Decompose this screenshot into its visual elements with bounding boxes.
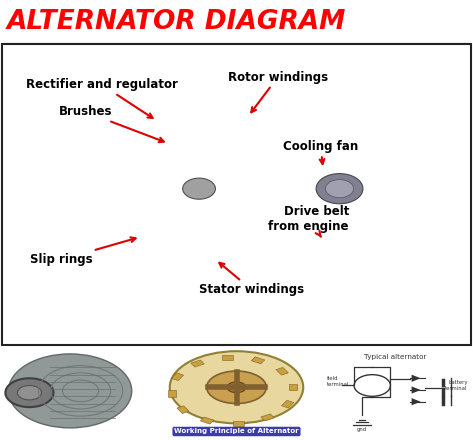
Ellipse shape (133, 135, 264, 243)
Ellipse shape (30, 56, 368, 321)
Text: Rectifier and regulator: Rectifier and regulator (26, 78, 178, 118)
Bar (281, 400, 294, 408)
Text: Stator windings: Stator windings (199, 263, 304, 296)
Bar (26, 77, 96, 143)
Text: Cooling fan: Cooling fan (283, 140, 358, 164)
Wedge shape (376, 177, 407, 200)
Bar (220, 213, 257, 236)
Bar (110, 115, 143, 125)
Polygon shape (412, 375, 420, 382)
Wedge shape (363, 155, 403, 180)
Bar (201, 417, 214, 424)
Ellipse shape (59, 74, 340, 303)
Ellipse shape (115, 119, 283, 258)
Circle shape (183, 178, 215, 199)
Text: field
terminal: field terminal (327, 377, 349, 387)
Bar (168, 390, 176, 397)
Wedge shape (276, 155, 316, 180)
Circle shape (316, 174, 363, 204)
Wedge shape (342, 209, 377, 232)
Circle shape (325, 180, 353, 198)
Circle shape (101, 214, 157, 250)
Wedge shape (276, 197, 316, 223)
Bar (30, 129, 91, 140)
Text: Typical alternator: Typical alternator (364, 354, 426, 360)
Bar (117, 198, 140, 216)
Bar (171, 373, 184, 381)
Wedge shape (303, 145, 338, 169)
Bar (30, 115, 91, 127)
Bar (191, 360, 204, 367)
Bar (105, 110, 148, 147)
Text: Drive belt
from engine: Drive belt from engine (268, 205, 349, 237)
Circle shape (227, 382, 246, 392)
Polygon shape (412, 398, 420, 405)
Text: Slip rings: Slip rings (30, 237, 136, 266)
Bar (30, 102, 91, 114)
Circle shape (98, 323, 122, 338)
Bar (251, 357, 265, 364)
Ellipse shape (207, 371, 266, 403)
Bar (233, 421, 244, 425)
Bar (110, 130, 143, 140)
Bar (289, 384, 297, 390)
Bar (234, 180, 258, 198)
Circle shape (290, 323, 314, 338)
Polygon shape (72, 315, 340, 339)
Wedge shape (303, 209, 338, 232)
Text: Brushes: Brushes (59, 105, 164, 142)
Text: Rotor windings: Rotor windings (228, 71, 328, 112)
Bar (276, 367, 289, 375)
Bar (177, 406, 189, 414)
Polygon shape (412, 386, 420, 394)
Circle shape (18, 385, 42, 400)
Bar (261, 414, 274, 421)
Ellipse shape (40, 62, 358, 315)
Ellipse shape (9, 354, 131, 428)
Ellipse shape (170, 351, 303, 423)
Bar (159, 143, 187, 158)
Bar (221, 355, 233, 360)
Circle shape (5, 378, 53, 407)
Wedge shape (272, 177, 303, 200)
Text: battery
terminal: battery terminal (445, 380, 468, 391)
Ellipse shape (77, 91, 321, 286)
Wedge shape (342, 145, 377, 169)
Wedge shape (363, 197, 403, 223)
Bar (118, 159, 154, 183)
Bar (30, 88, 91, 100)
Text: ALTERNATOR DIAGRAM: ALTERNATOR DIAGRAM (7, 9, 346, 35)
Bar (201, 147, 237, 170)
Bar (138, 225, 174, 249)
Bar (187, 237, 215, 252)
Text: Working Principle of Alternator: Working Principle of Alternator (174, 429, 299, 434)
Bar (255, 183, 396, 194)
Text: gnd: gnd (357, 427, 367, 432)
